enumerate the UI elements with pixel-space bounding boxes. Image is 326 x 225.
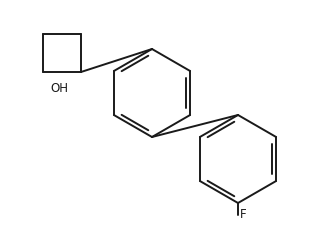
Text: F: F (240, 209, 247, 221)
Text: OH: OH (50, 81, 68, 94)
